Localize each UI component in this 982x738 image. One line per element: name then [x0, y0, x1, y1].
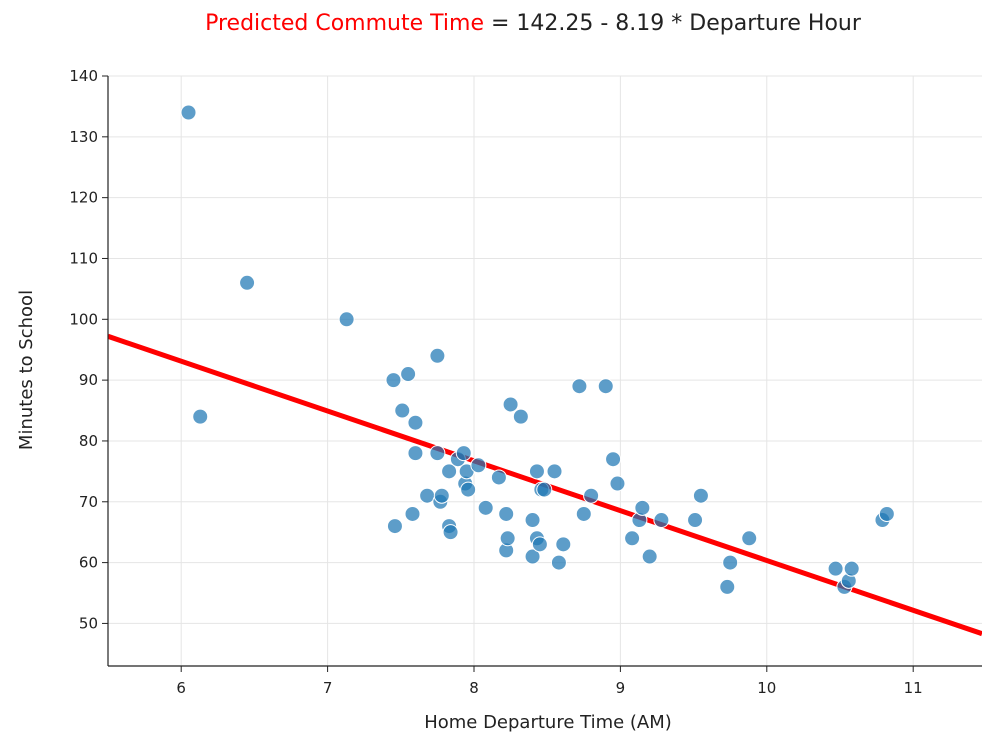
data-point [528, 463, 545, 480]
data-point [878, 505, 895, 522]
y-tick-label: 130 [69, 128, 98, 146]
data-point [386, 518, 403, 535]
data-point [455, 445, 472, 462]
chart-title-rest: = 142.25 - 8.19 * Departure Hour [484, 11, 862, 36]
data-point [400, 366, 417, 383]
data-point [653, 512, 670, 529]
data-point [605, 451, 622, 468]
x-tick-label: 8 [469, 679, 479, 697]
y-tick-label: 50 [79, 614, 98, 632]
y-tick-label: 80 [79, 432, 98, 450]
data-point [502, 396, 519, 413]
data-point [843, 560, 860, 577]
x-tick-label: 6 [176, 679, 186, 697]
data-point [512, 408, 529, 425]
data-point [490, 469, 507, 486]
data-point [385, 372, 402, 389]
data-point [192, 408, 209, 425]
data-point [583, 487, 600, 504]
data-point [404, 505, 421, 522]
data-point [719, 578, 736, 595]
data-point [609, 475, 626, 492]
data-point [394, 402, 411, 419]
y-axis-ticks: 50 60 70 80 90 100 110 120 130 140 [69, 67, 108, 632]
y-tick-label: 100 [69, 310, 98, 328]
data-point [555, 536, 572, 553]
data-point [477, 499, 494, 516]
data-point [827, 560, 844, 577]
data-point [546, 463, 563, 480]
data-point [429, 445, 446, 462]
data-point [687, 512, 704, 529]
y-axis-title: Minutes to School [16, 290, 37, 450]
data-point [499, 530, 516, 547]
data-point [634, 499, 651, 516]
data-point [442, 524, 459, 541]
data-point [441, 463, 458, 480]
data-point [524, 548, 541, 565]
y-tick-label: 120 [69, 189, 98, 207]
data-point [524, 512, 541, 529]
x-tick-label: 11 [904, 679, 923, 697]
data-point [429, 347, 446, 364]
data-point [407, 414, 424, 431]
data-point [550, 554, 567, 571]
grid-lines [108, 75, 982, 666]
y-tick-label: 140 [69, 67, 98, 85]
data-point [641, 548, 658, 565]
x-axis-ticks: 6 7 8 9 10 11 [176, 666, 923, 697]
x-axis-title: Home Departure Time (AM) [424, 712, 672, 733]
data-point [498, 505, 515, 522]
data-point [407, 445, 424, 462]
data-point [722, 554, 739, 571]
data-points [180, 104, 895, 595]
y-tick-label: 110 [69, 249, 98, 267]
data-point [597, 378, 614, 395]
data-point [180, 104, 197, 121]
data-point [460, 481, 477, 498]
data-point [692, 487, 709, 504]
y-tick-label: 60 [79, 554, 98, 572]
x-tick-label: 10 [757, 679, 776, 697]
data-point [536, 481, 553, 498]
data-point [575, 505, 592, 522]
plot-area [108, 104, 982, 637]
data-point [624, 530, 641, 547]
data-point [239, 274, 256, 291]
y-tick-label: 90 [79, 371, 98, 389]
data-point [571, 378, 588, 395]
x-tick-label: 7 [323, 679, 333, 697]
data-point [741, 530, 758, 547]
data-point [433, 487, 450, 504]
x-tick-label: 9 [616, 679, 626, 697]
y-tick-label: 70 [79, 493, 98, 511]
chart-title-highlight: Predicted Commute Time [205, 11, 484, 36]
data-point [470, 457, 487, 474]
data-point [531, 536, 548, 553]
chart-title: Predicted Commute Time = 142.25 - 8.19 *… [205, 11, 862, 36]
data-point [338, 311, 355, 328]
